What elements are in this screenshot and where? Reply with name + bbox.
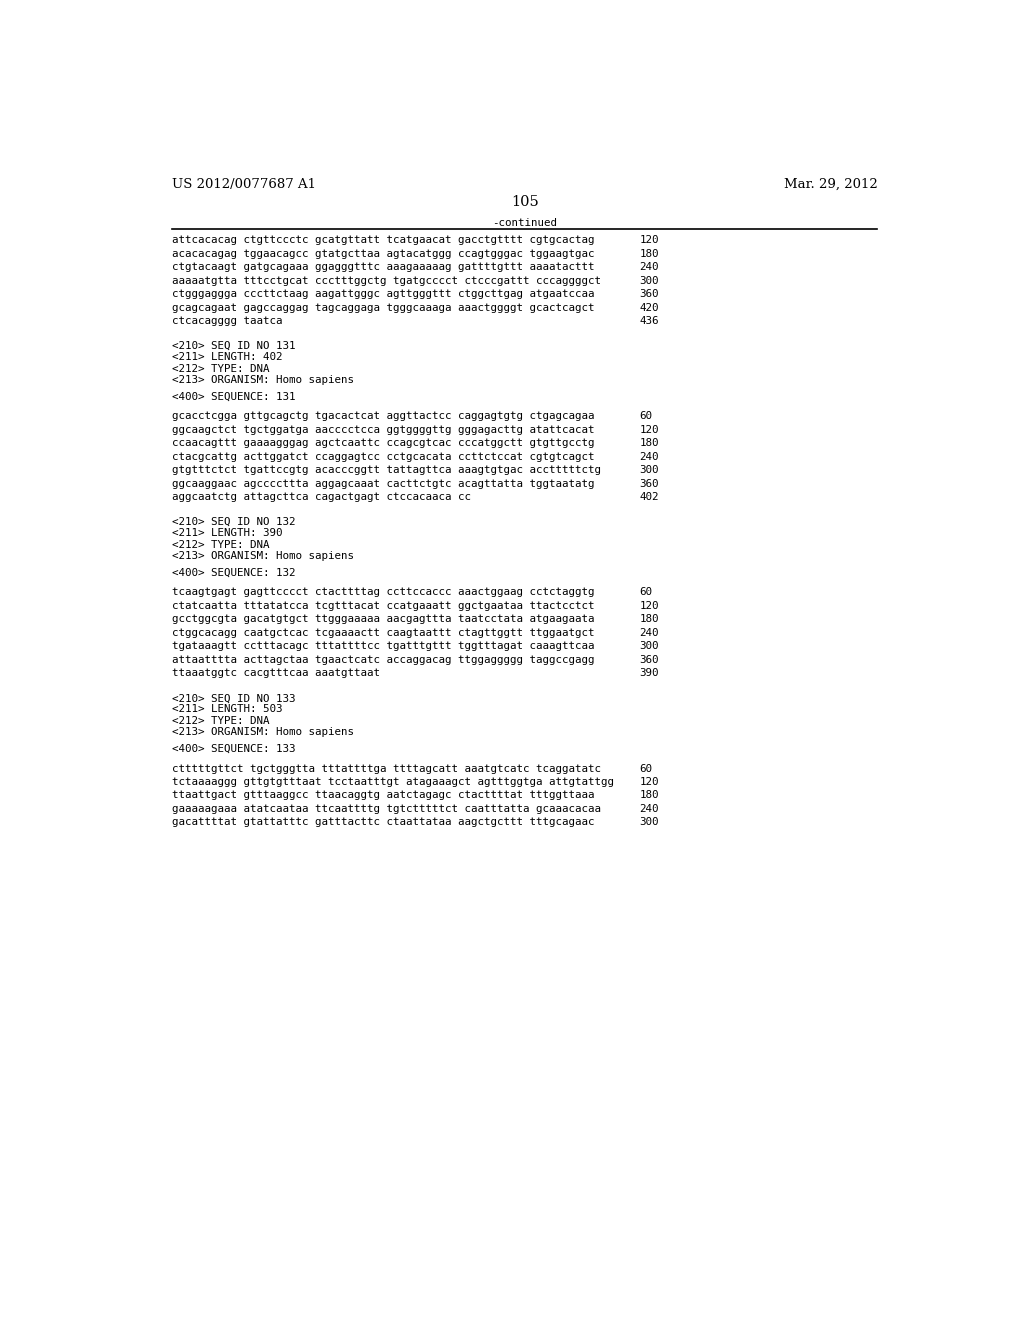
Text: Mar. 29, 2012: Mar. 29, 2012 (783, 178, 878, 190)
Text: gtgtttctct tgattccgtg acacccggtt tattagttca aaagtgtgac acctttttctg: gtgtttctct tgattccgtg acacccggtt tattagt… (172, 466, 601, 475)
Text: gcagcagaat gagccaggag tagcaggaga tgggcaaaga aaactggggt gcactcagct: gcagcagaat gagccaggag tagcaggaga tgggcaa… (172, 302, 595, 313)
Text: <210> SEQ ID NO 131: <210> SEQ ID NO 131 (172, 341, 296, 351)
Text: <212> TYPE: DNA: <212> TYPE: DNA (172, 540, 269, 549)
Text: 300: 300 (640, 642, 659, 651)
Text: 180: 180 (640, 614, 659, 624)
Text: <212> TYPE: DNA: <212> TYPE: DNA (172, 363, 269, 374)
Text: acacacagag tggaacagcc gtatgcttaa agtacatggg ccagtgggac tggaagtgac: acacacagag tggaacagcc gtatgcttaa agtacat… (172, 249, 595, 259)
Text: 120: 120 (640, 601, 659, 611)
Text: ctacgcattg acttggatct ccaggagtcc cctgcacata ccttctccat cgtgtcagct: ctacgcattg acttggatct ccaggagtcc cctgcac… (172, 451, 595, 462)
Text: gacattttat gtattatttc gatttacttc ctaattataa aagctgcttt tttgcagaac: gacattttat gtattatttc gatttacttc ctaatta… (172, 817, 595, 828)
Text: ggcaaggaac agccccttta aggagcaaat cacttctgtc acagttatta tggtaatatg: ggcaaggaac agccccttta aggagcaaat cacttct… (172, 479, 595, 488)
Text: 402: 402 (640, 492, 659, 503)
Text: ggcaagctct tgctggatga aacccctcca ggtggggttg gggagacttg atattcacat: ggcaagctct tgctggatga aacccctcca ggtgggg… (172, 425, 595, 434)
Text: attcacacag ctgttccctc gcatgttatt tcatgaacat gacctgtttt cgtgcactag: attcacacag ctgttccctc gcatgttatt tcatgaa… (172, 235, 595, 246)
Text: 60: 60 (640, 587, 652, 598)
Text: 390: 390 (640, 668, 659, 678)
Text: 420: 420 (640, 302, 659, 313)
Text: 300: 300 (640, 276, 659, 286)
Text: 240: 240 (640, 804, 659, 814)
Text: ccaacagttt gaaaagggag agctcaattc ccagcgtcac cccatggctt gtgttgcctg: ccaacagttt gaaaagggag agctcaattc ccagcgt… (172, 438, 595, 449)
Text: attaatttta acttagctaa tgaactcatc accaggacag ttggaggggg taggccgagg: attaatttta acttagctaa tgaactcatc accagga… (172, 655, 595, 665)
Text: 180: 180 (640, 791, 659, 800)
Text: ttaaatggtc cacgtttcaa aaatgttaat: ttaaatggtc cacgtttcaa aaatgttaat (172, 668, 380, 678)
Text: ctggcacagg caatgctcac tcgaaaactt caagtaattt ctagttggtt ttggaatgct: ctggcacagg caatgctcac tcgaaaactt caagtaa… (172, 628, 595, 638)
Text: 240: 240 (640, 628, 659, 638)
Text: <212> TYPE: DNA: <212> TYPE: DNA (172, 715, 269, 726)
Text: gaaaaagaaa atatcaataa ttcaattttg tgtctttttct caatttatta gcaaacacaa: gaaaaagaaa atatcaataa ttcaattttg tgtcttt… (172, 804, 601, 814)
Text: <211> LENGTH: 390: <211> LENGTH: 390 (172, 528, 283, 539)
Text: tcaagtgagt gagttcccct ctacttttag ccttccaccc aaactggaag cctctaggtg: tcaagtgagt gagttcccct ctacttttag ccttcca… (172, 587, 595, 598)
Text: <213> ORGANISM: Homo sapiens: <213> ORGANISM: Homo sapiens (172, 727, 354, 737)
Text: 60: 60 (640, 763, 652, 774)
Text: 60: 60 (640, 412, 652, 421)
Text: gcctggcgta gacatgtgct ttgggaaaaa aacgagttta taatcctata atgaagaata: gcctggcgta gacatgtgct ttgggaaaaa aacgagt… (172, 614, 595, 624)
Text: 300: 300 (640, 466, 659, 475)
Text: -continued: -continued (493, 218, 557, 228)
Text: ctgtacaagt gatgcagaaa ggagggtttc aaagaaaaag gattttgttt aaaatacttt: ctgtacaagt gatgcagaaa ggagggtttc aaagaaa… (172, 263, 595, 272)
Text: ctatcaatta tttatatcca tcgtttacat ccatgaaatt ggctgaataa ttactcctct: ctatcaatta tttatatcca tcgtttacat ccatgaa… (172, 601, 595, 611)
Text: 240: 240 (640, 263, 659, 272)
Text: <400> SEQUENCE: 132: <400> SEQUENCE: 132 (172, 568, 296, 578)
Text: US 2012/0077687 A1: US 2012/0077687 A1 (172, 178, 316, 190)
Text: gcacctcgga gttgcagctg tgacactcat aggttactcc caggagtgtg ctgagcagaa: gcacctcgga gttgcagctg tgacactcat aggttac… (172, 412, 595, 421)
Text: <210> SEQ ID NO 132: <210> SEQ ID NO 132 (172, 517, 296, 527)
Text: 300: 300 (640, 817, 659, 828)
Text: ttaattgact gtttaaggcc ttaacaggtg aatctagagc ctacttttat tttggttaaa: ttaattgact gtttaaggcc ttaacaggtg aatctag… (172, 791, 595, 800)
Text: tctaaaaggg gttgtgtttaat tcctaatttgt atagaaagct agtttggtga attgtattgg: tctaaaaggg gttgtgtttaat tcctaatttgt atag… (172, 777, 614, 787)
Text: tgataaagtt cctttacagc tttattttcc tgatttgttt tggtttagat caaagttcaa: tgataaagtt cctttacagc tttattttcc tgatttg… (172, 642, 595, 651)
Text: 180: 180 (640, 438, 659, 449)
Text: ctttttgttct tgctgggtta tttattttga ttttagcatt aaatgtcatc tcaggatatc: ctttttgttct tgctgggtta tttattttga ttttag… (172, 763, 601, 774)
Text: 360: 360 (640, 655, 659, 665)
Text: <210> SEQ ID NO 133: <210> SEQ ID NO 133 (172, 693, 296, 704)
Text: 180: 180 (640, 249, 659, 259)
Text: aggcaatctg attagcttca cagactgagt ctccacaaca cc: aggcaatctg attagcttca cagactgagt ctccaca… (172, 492, 471, 503)
Text: 360: 360 (640, 479, 659, 488)
Text: aaaaatgtta tttcctgcat ccctttggctg tgatgcccct ctcccgattt cccaggggct: aaaaatgtta tttcctgcat ccctttggctg tgatgc… (172, 276, 601, 286)
Text: 240: 240 (640, 451, 659, 462)
Text: 436: 436 (640, 317, 659, 326)
Text: ctcacagggg taatca: ctcacagggg taatca (172, 317, 283, 326)
Text: <400> SEQUENCE: 133: <400> SEQUENCE: 133 (172, 744, 296, 754)
Text: <213> ORGANISM: Homo sapiens: <213> ORGANISM: Homo sapiens (172, 375, 354, 384)
Text: 105: 105 (511, 195, 539, 210)
Text: <211> LENGTH: 503: <211> LENGTH: 503 (172, 705, 283, 714)
Text: <213> ORGANISM: Homo sapiens: <213> ORGANISM: Homo sapiens (172, 550, 354, 561)
Text: 360: 360 (640, 289, 659, 300)
Text: 120: 120 (640, 777, 659, 787)
Text: <400> SEQUENCE: 131: <400> SEQUENCE: 131 (172, 392, 296, 401)
Text: ctgggaggga cccttctaag aagattgggc agttgggttt ctggcttgag atgaatccaa: ctgggaggga cccttctaag aagattgggc agttggg… (172, 289, 595, 300)
Text: 120: 120 (640, 235, 659, 246)
Text: <211> LENGTH: 402: <211> LENGTH: 402 (172, 352, 283, 363)
Text: 120: 120 (640, 425, 659, 434)
